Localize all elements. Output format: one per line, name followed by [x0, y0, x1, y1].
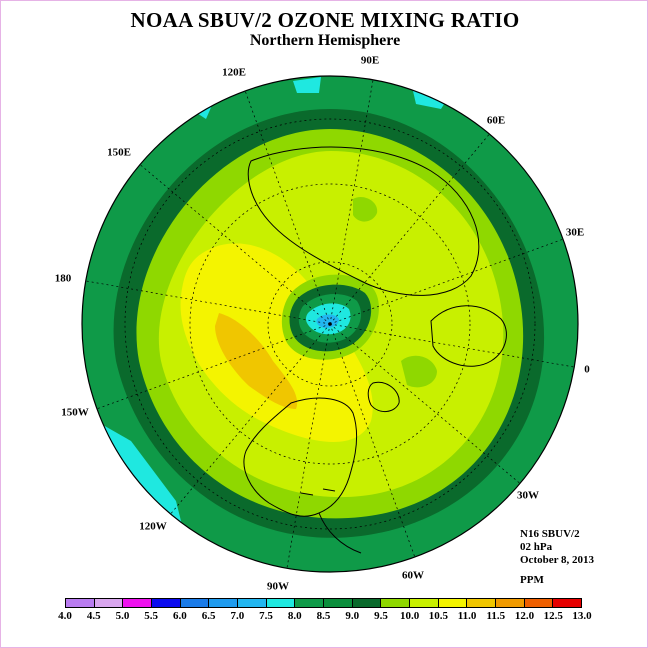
colorbar-segment — [467, 599, 497, 607]
longitude-label: 120E — [222, 67, 246, 79]
colorbar-tick-label: 6.0 — [173, 610, 187, 622]
coastline-asia — [247, 146, 480, 296]
colorbar-tick-label: 10.5 — [428, 610, 448, 622]
colorbar-tick-label: 9.0 — [345, 610, 360, 622]
colorbar-tick-label: 9.5 — [374, 610, 388, 622]
meridian-line — [96, 323, 331, 410]
longitude-label: 90W — [267, 581, 289, 593]
longitude-label: 60E — [487, 115, 505, 127]
colorbar-segment — [410, 599, 439, 607]
colorbar-segment — [238, 599, 267, 607]
meridian-line — [329, 323, 575, 368]
colorbar-tick-label: 5.5 — [144, 610, 159, 622]
info-level: 02 hPa — [520, 541, 553, 553]
latitude-circle-60n — [267, 261, 393, 387]
colorbar-tick-label: 6.5 — [201, 610, 216, 622]
meridian-line — [286, 323, 331, 569]
longitude-label: 150E — [107, 147, 131, 159]
info-date: October 8, 2013 — [520, 554, 595, 566]
coastlines — [243, 146, 507, 554]
colorbar-ticks: 4.0 4.5 5.0 5.5 6.0 6.5 7.0 7.5 8.0 8.5 9.0 9.5 10.0… — [58, 610, 592, 624]
colorbar-tick-label: 8.5 — [316, 610, 331, 622]
colorbar-segment — [295, 599, 325, 607]
longitude-label: 90E — [361, 55, 379, 67]
colorbar-tick-label: 7.5 — [259, 610, 273, 622]
meridian-line — [244, 90, 331, 325]
colorbar-tick-label: 5.0 — [115, 610, 130, 622]
longitude-labels: 90E 60E 30E 0 30W 60W 90W 120W 150W 180 150E 120E — [55, 55, 591, 593]
colorbar-tick-label: 12.0 — [514, 610, 535, 622]
colorbar-segment — [524, 599, 554, 607]
longitude-label: 180 — [55, 273, 72, 285]
coastline-central-america — [318, 512, 362, 554]
colorbar-tick-label: 13.0 — [572, 610, 592, 622]
longitude-label: 150W — [61, 407, 89, 419]
meridian-lines — [85, 79, 575, 569]
info-instrument: N16 SBUV/2 — [520, 528, 580, 540]
meridian-line — [329, 133, 490, 325]
longitude-label: 0 — [584, 364, 590, 376]
coastline-europe — [430, 305, 507, 367]
ozone-field — [82, 76, 578, 572]
longitude-label: 60W — [402, 570, 424, 582]
colorbar-segment — [266, 599, 296, 607]
latitude-circle-40n — [189, 183, 471, 465]
longitude-label: 30W — [517, 490, 539, 502]
colorbar-segment — [123, 599, 153, 607]
colorbar-segment — [553, 599, 582, 607]
meridian-line — [170, 323, 331, 515]
colorbar-tick-label: 11.5 — [486, 610, 506, 622]
map-boundary — [81, 75, 579, 573]
map-subtitle: Northern Hemisphere — [249, 32, 401, 49]
polar-vortex-7-7.5 — [316, 314, 339, 328]
meridian-line — [139, 164, 331, 325]
colorbar-segment — [438, 599, 468, 607]
colorbar-segment — [381, 599, 411, 607]
colorbar-tick-label: 12.5 — [543, 610, 563, 622]
map-title: NOAA SBUV/2 OZONE MIXING RATIO — [130, 8, 520, 32]
colorbar-segment — [180, 599, 210, 607]
colorbar-segment — [352, 599, 382, 607]
colorbar — [65, 598, 582, 608]
colorbar-tick-label: 10.0 — [400, 610, 420, 622]
colorbar-segment — [94, 599, 124, 607]
field-patch-7.5-8-north-c — [293, 77, 321, 93]
colorbar-tick-label: 8.0 — [287, 610, 302, 622]
grid — [85, 79, 575, 569]
field-patch-9-9.5-a — [353, 196, 378, 222]
meridian-line — [329, 238, 564, 325]
field-patch-9-9.5-b — [401, 355, 437, 388]
colorbar-segment — [496, 599, 525, 607]
colorbar-segment — [324, 599, 353, 607]
colorbar-tick-label: 7.0 — [230, 610, 245, 622]
meridian-line — [329, 323, 521, 484]
meridian-line — [85, 280, 331, 325]
coastline-greenland — [367, 381, 400, 412]
colorbar-segment — [209, 599, 239, 607]
colorbar-segment — [66, 599, 95, 607]
meridian-line — [329, 79, 374, 325]
coastline-caribbean — [300, 488, 336, 496]
meridian-line — [329, 323, 416, 558]
colorbar-tick-label: 4.5 — [86, 610, 101, 622]
latitude-circle-20n — [124, 118, 536, 530]
longitude-label: 30E — [566, 227, 584, 239]
longitude-label: 120W — [139, 521, 167, 533]
colorbar-tick-label: 11.0 — [457, 610, 477, 622]
colorbar-tick-label: 4.0 — [58, 610, 72, 622]
field-band-10-10.5 — [180, 243, 373, 442]
field-band-10.5-11 — [215, 313, 298, 409]
colorbar-segment — [152, 599, 181, 607]
info-units: PPM — [520, 574, 544, 586]
